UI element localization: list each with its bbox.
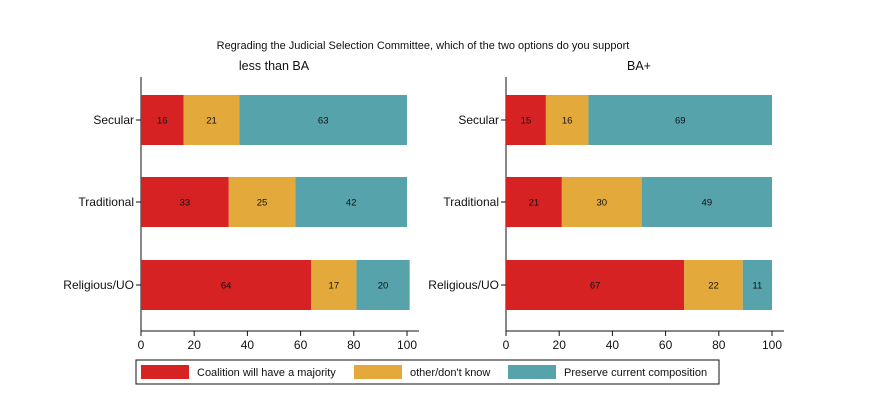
- legend-frame: [135, 359, 720, 385]
- data-label: 22: [708, 281, 719, 292]
- data-label: 49: [702, 198, 713, 209]
- bar-segment-preserve-current-composition-secular: [588, 95, 772, 145]
- data-label: 16: [157, 116, 168, 127]
- data-label: 25: [257, 198, 268, 209]
- x-tick-label: 20: [553, 338, 567, 352]
- x-tick-label: 80: [347, 338, 361, 352]
- x-tick-label: 20: [188, 338, 202, 352]
- bar-segment-coalition-will-have-a-majority-traditional: [141, 177, 229, 227]
- legend-label-preserve-current-composition: Preserve current composition: [564, 367, 707, 379]
- data-label: 17: [329, 281, 340, 292]
- x-tick-label: 40: [241, 338, 255, 352]
- legend-swatch-other-don-t-know: [354, 365, 402, 379]
- x-tick-label: 60: [294, 338, 308, 352]
- bar-segment-preserve-current-composition-religious-uo: [742, 260, 772, 310]
- panel-title-less-than-ba: less than BA: [239, 59, 310, 73]
- data-label: 15: [521, 116, 532, 127]
- legend-label-coalition-will-have-a-majority: Coalition will have a majority: [197, 367, 336, 379]
- panel-ba-plus: BA+ 0 20 40 60 80 100 Secular 15 16 69 Traditional…: [428, 59, 784, 352]
- legend: Coalition will have a majority other/don'…: [135, 359, 720, 385]
- bar-segment-other-don-t-know-traditional: [561, 177, 642, 227]
- bar-segment-other-don-t-know-religious-uo: [684, 260, 743, 310]
- x-tick-label: 0: [138, 338, 145, 352]
- category-label-traditional: Traditional: [443, 195, 499, 209]
- data-label: 42: [346, 198, 357, 209]
- data-label: 33: [180, 198, 191, 209]
- legend-label-other-don-t-know: other/don't know: [410, 367, 490, 379]
- data-label: 16: [562, 116, 573, 127]
- panel-title-ba-plus: BA+: [627, 59, 651, 73]
- bar-segment-preserve-current-composition-traditional: [295, 177, 407, 227]
- x-tick-label: 0: [503, 338, 510, 352]
- data-label: 21: [206, 116, 217, 127]
- bar-segment-coalition-will-have-a-majority-traditional: [506, 177, 562, 227]
- bar-segment-preserve-current-composition-secular: [239, 95, 407, 145]
- legend-swatch-preserve-current-composition: [508, 365, 556, 379]
- category-label-secular: Secular: [93, 113, 134, 127]
- legend-swatch-coalition-will-have-a-majority: [141, 365, 189, 379]
- chart-title: Regrading the Judicial Selection Committ…: [217, 40, 630, 52]
- data-label: 20: [378, 281, 389, 292]
- x-tick-label: 100: [762, 338, 782, 352]
- data-label: 69: [675, 116, 686, 127]
- bar-segment-coalition-will-have-a-majority-religious-uo: [506, 260, 685, 310]
- x-tick-label: 80: [712, 338, 726, 352]
- data-label: 67: [590, 281, 601, 292]
- data-label: 30: [596, 198, 607, 209]
- data-label: 21: [529, 198, 540, 209]
- x-tick-label: 40: [606, 338, 620, 352]
- bar-segment-other-don-t-know-secular: [183, 95, 240, 145]
- panel-less-than-ba: less than BA 0 20 40 60 80 100 Secular 16 21 63 Tr…: [63, 59, 419, 352]
- bar-segment-other-don-t-know-traditional: [228, 177, 296, 227]
- bar-segment-other-don-t-know-secular: [545, 95, 589, 145]
- bar-segment-preserve-current-composition-religious-uo: [356, 260, 410, 310]
- data-label: 11: [752, 281, 762, 292]
- bar-segment-other-don-t-know-religious-uo: [311, 260, 357, 310]
- category-label-secular: Secular: [458, 113, 499, 127]
- category-label-traditional: Traditional: [78, 195, 134, 209]
- x-tick-label: 60: [659, 338, 673, 352]
- category-label-religious-uo: Religious/UO: [428, 278, 499, 292]
- bar-segment-preserve-current-composition-traditional: [641, 177, 772, 227]
- data-label: 63: [318, 116, 329, 127]
- bar-segment-coalition-will-have-a-majority-religious-uo: [141, 260, 312, 310]
- data-label: 64: [221, 281, 232, 292]
- bar-segment-coalition-will-have-a-majority-secular: [506, 95, 546, 145]
- bar-segment-coalition-will-have-a-majority-secular: [141, 95, 184, 145]
- x-tick-label: 100: [397, 338, 417, 352]
- category-label-religious-uo: Religious/UO: [63, 278, 134, 292]
